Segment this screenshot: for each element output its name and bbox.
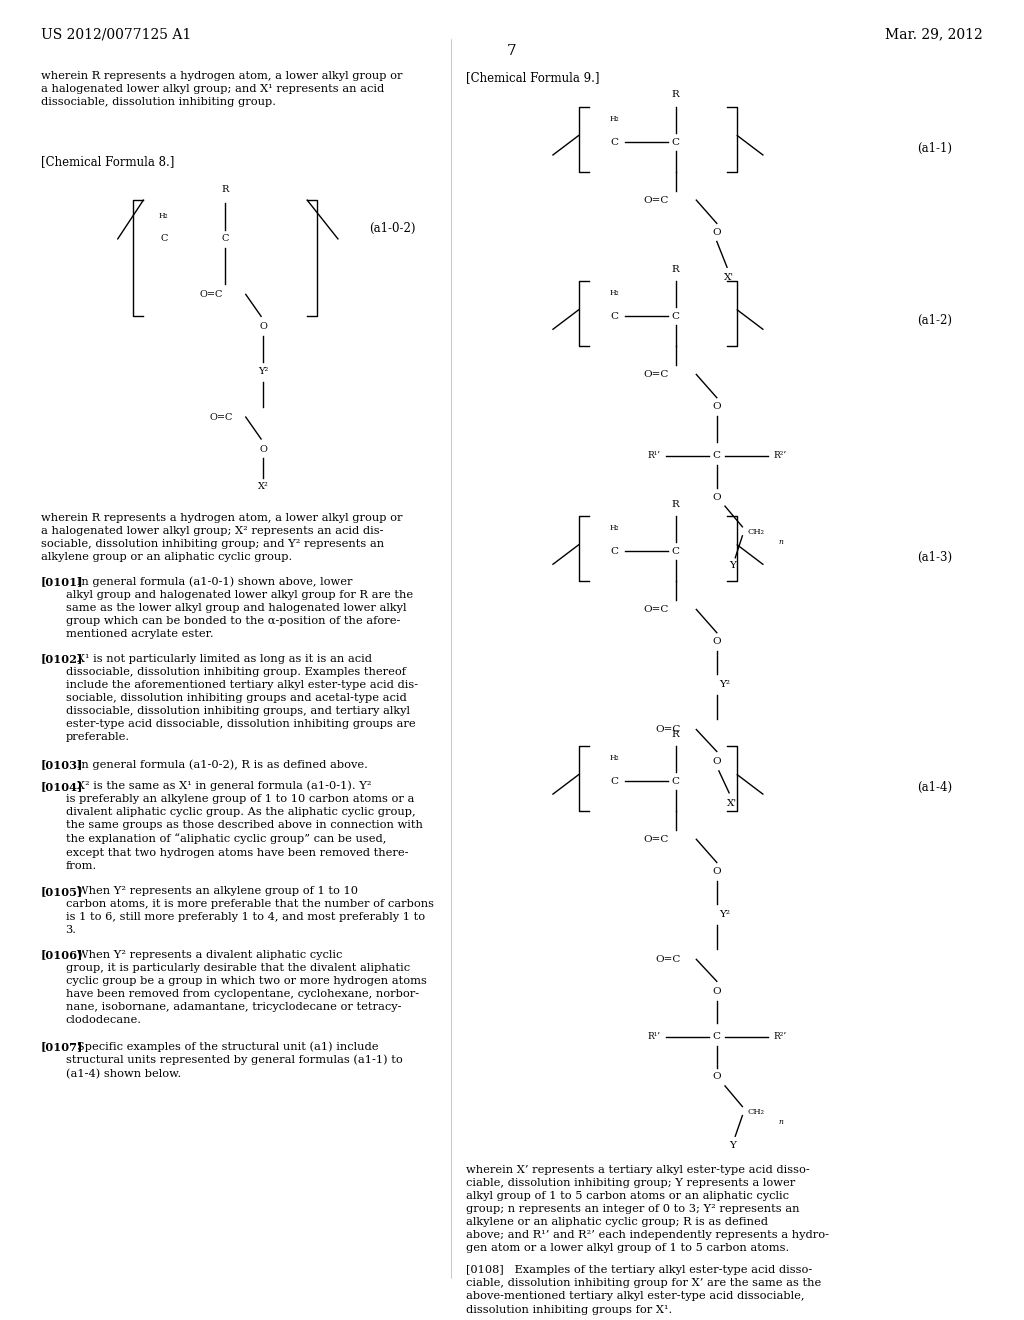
- Text: [0107]: [0107]: [41, 1041, 83, 1052]
- Text: [0101]: [0101]: [41, 576, 84, 587]
- Text: [0105]: [0105]: [41, 886, 83, 898]
- Text: Y: Y: [729, 1140, 735, 1150]
- Text: Y²: Y²: [258, 367, 268, 376]
- Text: C: C: [610, 546, 618, 556]
- Text: X': X': [727, 799, 737, 808]
- Text: H₂: H₂: [609, 524, 620, 532]
- Text: C: C: [610, 312, 618, 321]
- Text: Y²: Y²: [719, 680, 730, 689]
- Text: [Chemical Formula 8.]: [Chemical Formula 8.]: [41, 154, 174, 168]
- Text: CH₂: CH₂: [748, 528, 765, 536]
- Text: (a1-1): (a1-1): [918, 143, 952, 154]
- Text: O: O: [259, 322, 267, 331]
- Text: R: R: [672, 500, 680, 508]
- Text: C: C: [672, 546, 680, 556]
- Text: O: O: [713, 403, 721, 412]
- Text: In general formula (a1-0-1) shown above, lower
alkyl group and halogenated lower: In general formula (a1-0-1) shown above,…: [66, 576, 413, 639]
- Text: [0106]: [0106]: [41, 949, 83, 961]
- Text: X²: X²: [258, 482, 268, 491]
- Text: CH₂: CH₂: [748, 1107, 765, 1115]
- Text: R: R: [221, 185, 229, 194]
- Text: O=C: O=C: [643, 195, 669, 205]
- Text: C: C: [713, 451, 721, 461]
- Text: When Y² represents a divalent aliphatic cyclic
group, it is particularly desirab: When Y² represents a divalent aliphatic …: [66, 949, 426, 1024]
- Text: Y²: Y²: [719, 909, 730, 919]
- Text: O: O: [713, 867, 721, 876]
- Text: O: O: [259, 445, 267, 454]
- Text: O: O: [713, 638, 721, 647]
- Text: (a1-3): (a1-3): [918, 552, 952, 565]
- Text: H₂: H₂: [609, 289, 620, 297]
- Text: wherein X’ represents a tertiary alkyl ester-type acid disso-
ciable, dissolutio: wherein X’ represents a tertiary alkyl e…: [466, 1164, 828, 1253]
- Text: [Chemical Formula 9.]: [Chemical Formula 9.]: [466, 71, 599, 84]
- Text: X² is the same as X¹ in general formula (a1-0-1). Y²
is preferably an alkylene g: X² is the same as X¹ in general formula …: [66, 780, 423, 871]
- Text: O: O: [713, 492, 721, 502]
- Text: C: C: [610, 137, 618, 147]
- Text: C: C: [672, 312, 680, 321]
- Text: Mar. 29, 2012: Mar. 29, 2012: [886, 28, 983, 41]
- Text: O=C: O=C: [655, 954, 681, 964]
- Text: C: C: [610, 776, 618, 785]
- Text: O: O: [713, 987, 721, 997]
- Text: Specific examples of the structural unit (a1) include
structural units represent: Specific examples of the structural unit…: [66, 1041, 402, 1078]
- Text: C: C: [160, 235, 168, 243]
- Text: 7: 7: [507, 44, 517, 58]
- Text: X': X': [724, 273, 734, 282]
- Text: [0102]: [0102]: [41, 653, 83, 664]
- Text: R¹’: R¹’: [647, 451, 660, 461]
- Text: O: O: [713, 228, 721, 236]
- Text: O=C: O=C: [210, 413, 233, 421]
- Text: O=C: O=C: [643, 605, 669, 614]
- Text: O: O: [713, 758, 721, 767]
- Text: O=C: O=C: [643, 370, 669, 379]
- Text: H₂: H₂: [609, 115, 620, 123]
- Text: [0103]: [0103]: [41, 759, 83, 770]
- Text: [0108]   Examples of the tertiary alkyl ester-type acid disso-
ciable, dissoluti: [0108] Examples of the tertiary alkyl es…: [466, 1266, 821, 1315]
- Text: H₂: H₂: [609, 754, 620, 762]
- Text: US 2012/0077125 A1: US 2012/0077125 A1: [41, 28, 191, 41]
- Text: R: R: [672, 265, 680, 273]
- Text: [0104]: [0104]: [41, 780, 83, 792]
- Text: When Y² represents an alkylene group of 1 to 10
carbon atoms, it is more prefera: When Y² represents an alkylene group of …: [66, 886, 433, 935]
- Text: (a1-0-2): (a1-0-2): [369, 222, 415, 235]
- Text: R: R: [672, 91, 680, 99]
- Text: R²’: R²’: [773, 1032, 786, 1041]
- Text: C: C: [672, 776, 680, 785]
- Text: C: C: [221, 235, 229, 243]
- Text: wherein R represents a hydrogen atom, a lower alkyl group or
a halogenated lower: wherein R represents a hydrogen atom, a …: [41, 71, 402, 107]
- Text: O=C: O=C: [200, 290, 223, 298]
- Text: O=C: O=C: [655, 725, 681, 734]
- Text: (a1-4): (a1-4): [918, 781, 952, 795]
- Text: O=C: O=C: [643, 834, 669, 843]
- Text: H₂: H₂: [159, 211, 169, 219]
- Text: Y: Y: [729, 561, 735, 570]
- Text: X¹ is not particularly limited as long as it is an acid
dissociable, dissolution: X¹ is not particularly limited as long a…: [66, 653, 418, 742]
- Text: O: O: [713, 1072, 721, 1081]
- Text: n: n: [778, 539, 783, 546]
- Text: n: n: [778, 1118, 783, 1126]
- Text: R¹’: R¹’: [647, 1032, 660, 1041]
- Text: C: C: [672, 137, 680, 147]
- Text: R²’: R²’: [773, 451, 786, 461]
- Text: C: C: [713, 1032, 721, 1041]
- Text: R: R: [672, 730, 680, 739]
- Text: wherein R represents a hydrogen atom, a lower alkyl group or
a halogenated lower: wherein R represents a hydrogen atom, a …: [41, 512, 402, 562]
- Text: (a1-2): (a1-2): [918, 314, 952, 327]
- Text: In general formula (a1-0-2), R is as defined above.: In general formula (a1-0-2), R is as def…: [66, 759, 368, 770]
